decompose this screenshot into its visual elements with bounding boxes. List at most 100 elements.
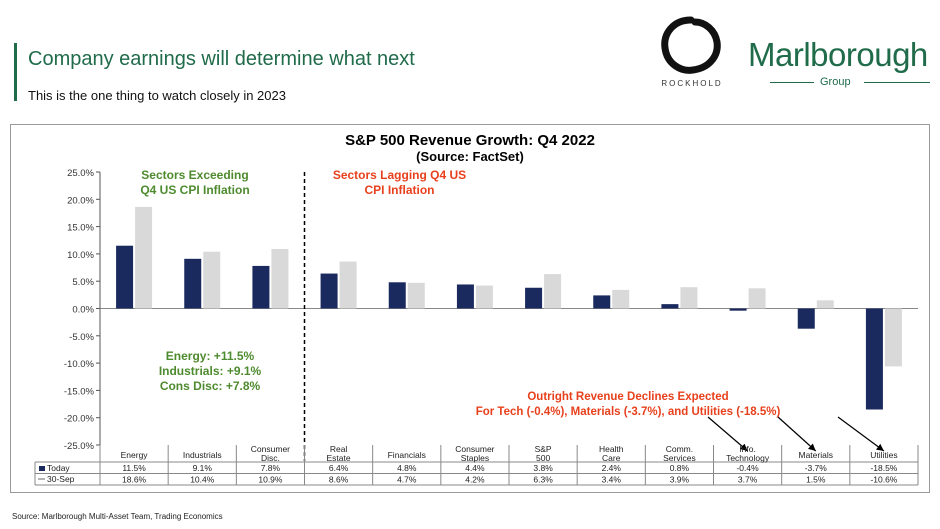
category-label: Info. <box>739 444 756 454</box>
table-value: 6.4% <box>329 463 349 473</box>
bar-today <box>797 308 815 329</box>
annotation-arrow <box>707 416 748 452</box>
legend-swatch-today <box>39 466 45 471</box>
category-label: Comm. <box>666 444 693 454</box>
bar-today <box>456 284 474 309</box>
bar-today <box>388 282 406 309</box>
y-tick-label: 25.0% <box>67 168 94 179</box>
brand-name: Marlborough <box>748 36 928 73</box>
y-tick-label: 20.0% <box>67 195 94 206</box>
bar-30-sep <box>475 285 493 309</box>
y-tick-label: -25.0% <box>64 441 95 452</box>
bar-today <box>525 287 543 309</box>
y-tick-label: 0.0% <box>72 305 94 316</box>
category-label: Consumer <box>455 444 494 454</box>
annotation-energy-callout: Industrials: +9.1% <box>159 364 262 378</box>
annotation-lagging: Sectors Lagging Q4 US <box>333 168 466 182</box>
legend-label-30-sep: 30-Sep <box>47 474 75 484</box>
annotation-lagging: CPI Inflation <box>365 183 435 197</box>
bar-today <box>252 265 270 309</box>
table-value: 2.4% <box>602 463 622 473</box>
table-value: 4.4% <box>465 463 485 473</box>
category-label: Financials <box>388 450 426 460</box>
category-label: Health <box>599 444 624 454</box>
category-label: S&P <box>535 444 552 454</box>
slide-subtitle: This is the one thing to watch closely i… <box>28 88 286 103</box>
table-value: 3.8% <box>533 463 553 473</box>
category-label: Energy <box>121 450 149 460</box>
annotation-declines: For Tech (-0.4%), Materials (-3.7%), and… <box>476 406 781 418</box>
bar-today <box>184 258 202 309</box>
brand-rule-left <box>770 82 814 83</box>
bar-30-sep <box>407 282 425 309</box>
chart-subtitle: (Source: FactSet) <box>416 149 524 164</box>
bar-today <box>116 245 134 309</box>
table-value: 11.5% <box>122 463 146 473</box>
y-tick-label: -15.0% <box>64 386 95 397</box>
bar-30-sep <box>816 300 834 309</box>
y-tick-label: -20.0% <box>64 414 95 425</box>
table-value: -3.7% <box>805 463 828 473</box>
y-tick-label: 5.0% <box>72 277 94 288</box>
bar-today <box>661 304 679 309</box>
annotation-exceeding: Sectors Exceeding <box>141 168 248 182</box>
bar-30-sep <box>135 206 153 309</box>
table-value: -18.5% <box>870 463 897 473</box>
y-tick-label: -5.0% <box>69 332 94 343</box>
y-tick-label: 15.0% <box>67 223 94 234</box>
table-value: 3.7% <box>738 475 758 485</box>
table-value: 4.2% <box>465 475 485 485</box>
bar-30-sep <box>680 287 698 309</box>
category-label: Services <box>663 453 696 463</box>
category-label: 500 <box>536 453 550 463</box>
annotation-arrow <box>837 416 885 452</box>
category-label: Disc. <box>261 453 280 463</box>
category-label: Industrials <box>183 450 222 460</box>
y-tick-label: 10.0% <box>67 250 94 261</box>
chart-title: S&P 500 Revenue Growth: Q4 2022 <box>345 132 595 149</box>
slide-title: Company earnings will determine what nex… <box>28 48 415 70</box>
annotation-energy-callout: Energy: +11.5% <box>166 349 255 363</box>
category-label: Estate <box>327 453 351 463</box>
table-value: 4.7% <box>397 475 417 485</box>
bar-30-sep <box>339 261 357 309</box>
table-value: 0.8% <box>670 463 690 473</box>
table-value: 6.3% <box>533 475 553 485</box>
annotation-energy-callout: Cons Disc: +7.8% <box>160 379 261 393</box>
bar-30-sep <box>203 251 221 309</box>
category-label: Technology <box>726 453 770 463</box>
source-note: Source: Marlborough Multi-Asset Team, Tr… <box>12 512 223 521</box>
chart-frame: S&P 500 Revenue Growth: Q4 2022 (Source: … <box>10 124 930 493</box>
table-value: -0.4% <box>736 463 759 473</box>
table-value: 1.5% <box>806 475 826 485</box>
table-value: -10.6% <box>870 475 897 485</box>
y-tick-label: -10.0% <box>64 359 95 370</box>
table-value: 3.4% <box>602 475 622 485</box>
category-label: Staples <box>461 453 489 463</box>
revenue-growth-chart: S&P 500 Revenue Growth: Q4 2022(Source: … <box>34 132 919 486</box>
table-value: 8.6% <box>329 475 349 485</box>
bar-30-sep <box>271 248 289 309</box>
annotation-declines: Outright Revenue Declines Expected <box>527 391 728 403</box>
legend-label-today: Today <box>47 463 70 473</box>
table-value: 18.6% <box>122 475 147 485</box>
rockhold-label: ROCKHOLD <box>661 79 723 88</box>
bar-today <box>320 273 338 309</box>
brand-group-label: Group <box>820 76 851 88</box>
bar-today <box>593 295 611 309</box>
table-value: 3.9% <box>670 475 690 485</box>
table-value: 7.8% <box>261 463 281 473</box>
bar-today <box>865 308 883 410</box>
table-value: 4.8% <box>397 463 417 473</box>
category-label: Care <box>602 453 621 463</box>
table-value: 10.9% <box>258 475 283 485</box>
rockhold-logo-icon <box>655 14 727 94</box>
bar-30-sep <box>884 308 902 367</box>
bar-30-sep <box>748 288 766 309</box>
category-label: Real <box>330 444 348 454</box>
annotation-arrow <box>777 416 817 452</box>
category-label: Materials <box>799 450 833 460</box>
category-label: Utilities <box>870 450 897 460</box>
bar-30-sep <box>544 274 562 309</box>
title-accent-bar <box>14 43 17 101</box>
